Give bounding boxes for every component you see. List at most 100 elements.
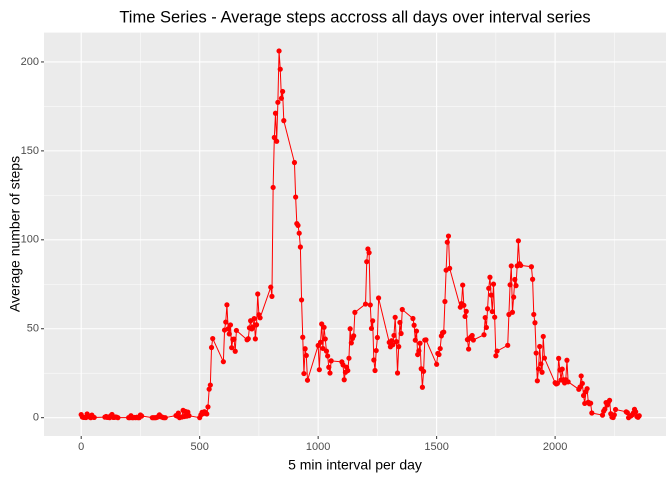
point	[275, 99, 281, 105]
point	[277, 66, 283, 72]
x-tick-label: 1000	[306, 441, 330, 453]
point	[512, 276, 518, 283]
y-tick-label: 50	[27, 323, 39, 335]
point	[461, 302, 467, 308]
point	[513, 283, 519, 289]
point	[291, 159, 298, 166]
point	[115, 415, 121, 421]
point	[588, 400, 594, 406]
point	[602, 406, 608, 412]
point	[323, 348, 330, 354]
point	[224, 302, 230, 308]
point	[482, 314, 488, 321]
point	[412, 337, 418, 343]
point	[580, 392, 587, 399]
point	[505, 342, 511, 348]
point	[488, 292, 494, 298]
point	[348, 340, 354, 346]
point	[186, 413, 192, 419]
point	[251, 316, 257, 322]
point	[445, 233, 452, 239]
point	[281, 118, 287, 124]
point	[255, 291, 261, 297]
point	[389, 338, 395, 344]
point	[416, 348, 422, 354]
point	[327, 370, 333, 376]
point	[300, 334, 306, 340]
point	[297, 244, 303, 250]
point	[206, 386, 212, 392]
point	[367, 302, 373, 308]
point	[362, 301, 369, 307]
point	[162, 415, 168, 421]
marks	[78, 48, 642, 421]
point	[392, 314, 398, 320]
point	[533, 350, 539, 356]
point	[91, 414, 97, 421]
point	[442, 298, 448, 305]
point	[394, 370, 401, 376]
point	[175, 410, 181, 416]
point	[538, 361, 544, 367]
point	[295, 222, 301, 228]
point	[529, 276, 536, 282]
point	[511, 294, 517, 300]
point	[371, 357, 377, 363]
point	[484, 306, 491, 312]
y-axis-label: Average number of steps	[7, 156, 23, 312]
point	[515, 238, 521, 244]
point	[328, 358, 334, 364]
point	[564, 357, 570, 363]
point	[370, 318, 376, 324]
point	[223, 319, 229, 325]
point	[293, 194, 299, 200]
point	[413, 328, 420, 334]
point	[556, 355, 562, 361]
point	[280, 88, 286, 95]
point	[316, 367, 322, 373]
point	[321, 324, 327, 330]
point	[204, 411, 210, 417]
point	[486, 285, 492, 291]
y-tick-label: 200	[21, 56, 39, 68]
point	[220, 359, 226, 365]
point	[274, 138, 280, 144]
point	[463, 308, 469, 314]
point	[322, 336, 328, 342]
point	[373, 347, 379, 354]
point	[257, 315, 263, 321]
point	[535, 366, 542, 372]
y-tick-label: 150	[21, 145, 39, 157]
point	[397, 319, 403, 326]
y-tick-label: 0	[33, 412, 39, 424]
x-tick-label: 0	[78, 441, 84, 453]
point	[278, 95, 285, 101]
point	[207, 382, 213, 388]
x-tick-label: 500	[190, 441, 208, 453]
point	[231, 336, 237, 342]
point	[489, 308, 495, 315]
point	[302, 346, 308, 352]
point	[554, 380, 561, 386]
point	[469, 332, 475, 339]
point	[507, 282, 513, 288]
point	[269, 293, 275, 299]
point	[565, 379, 571, 385]
point	[483, 324, 489, 331]
point	[252, 336, 258, 342]
point	[393, 339, 399, 345]
point	[229, 345, 235, 351]
point	[447, 265, 453, 271]
point	[272, 110, 279, 116]
x-tick-label: 1500	[424, 441, 448, 453]
point	[317, 339, 324, 345]
point	[205, 404, 211, 410]
point	[584, 386, 590, 392]
point	[423, 337, 429, 343]
point	[540, 333, 546, 340]
point	[607, 397, 613, 403]
chart-title: Time Series - Average steps accross all …	[119, 8, 590, 26]
point	[420, 368, 427, 374]
point	[372, 367, 378, 374]
